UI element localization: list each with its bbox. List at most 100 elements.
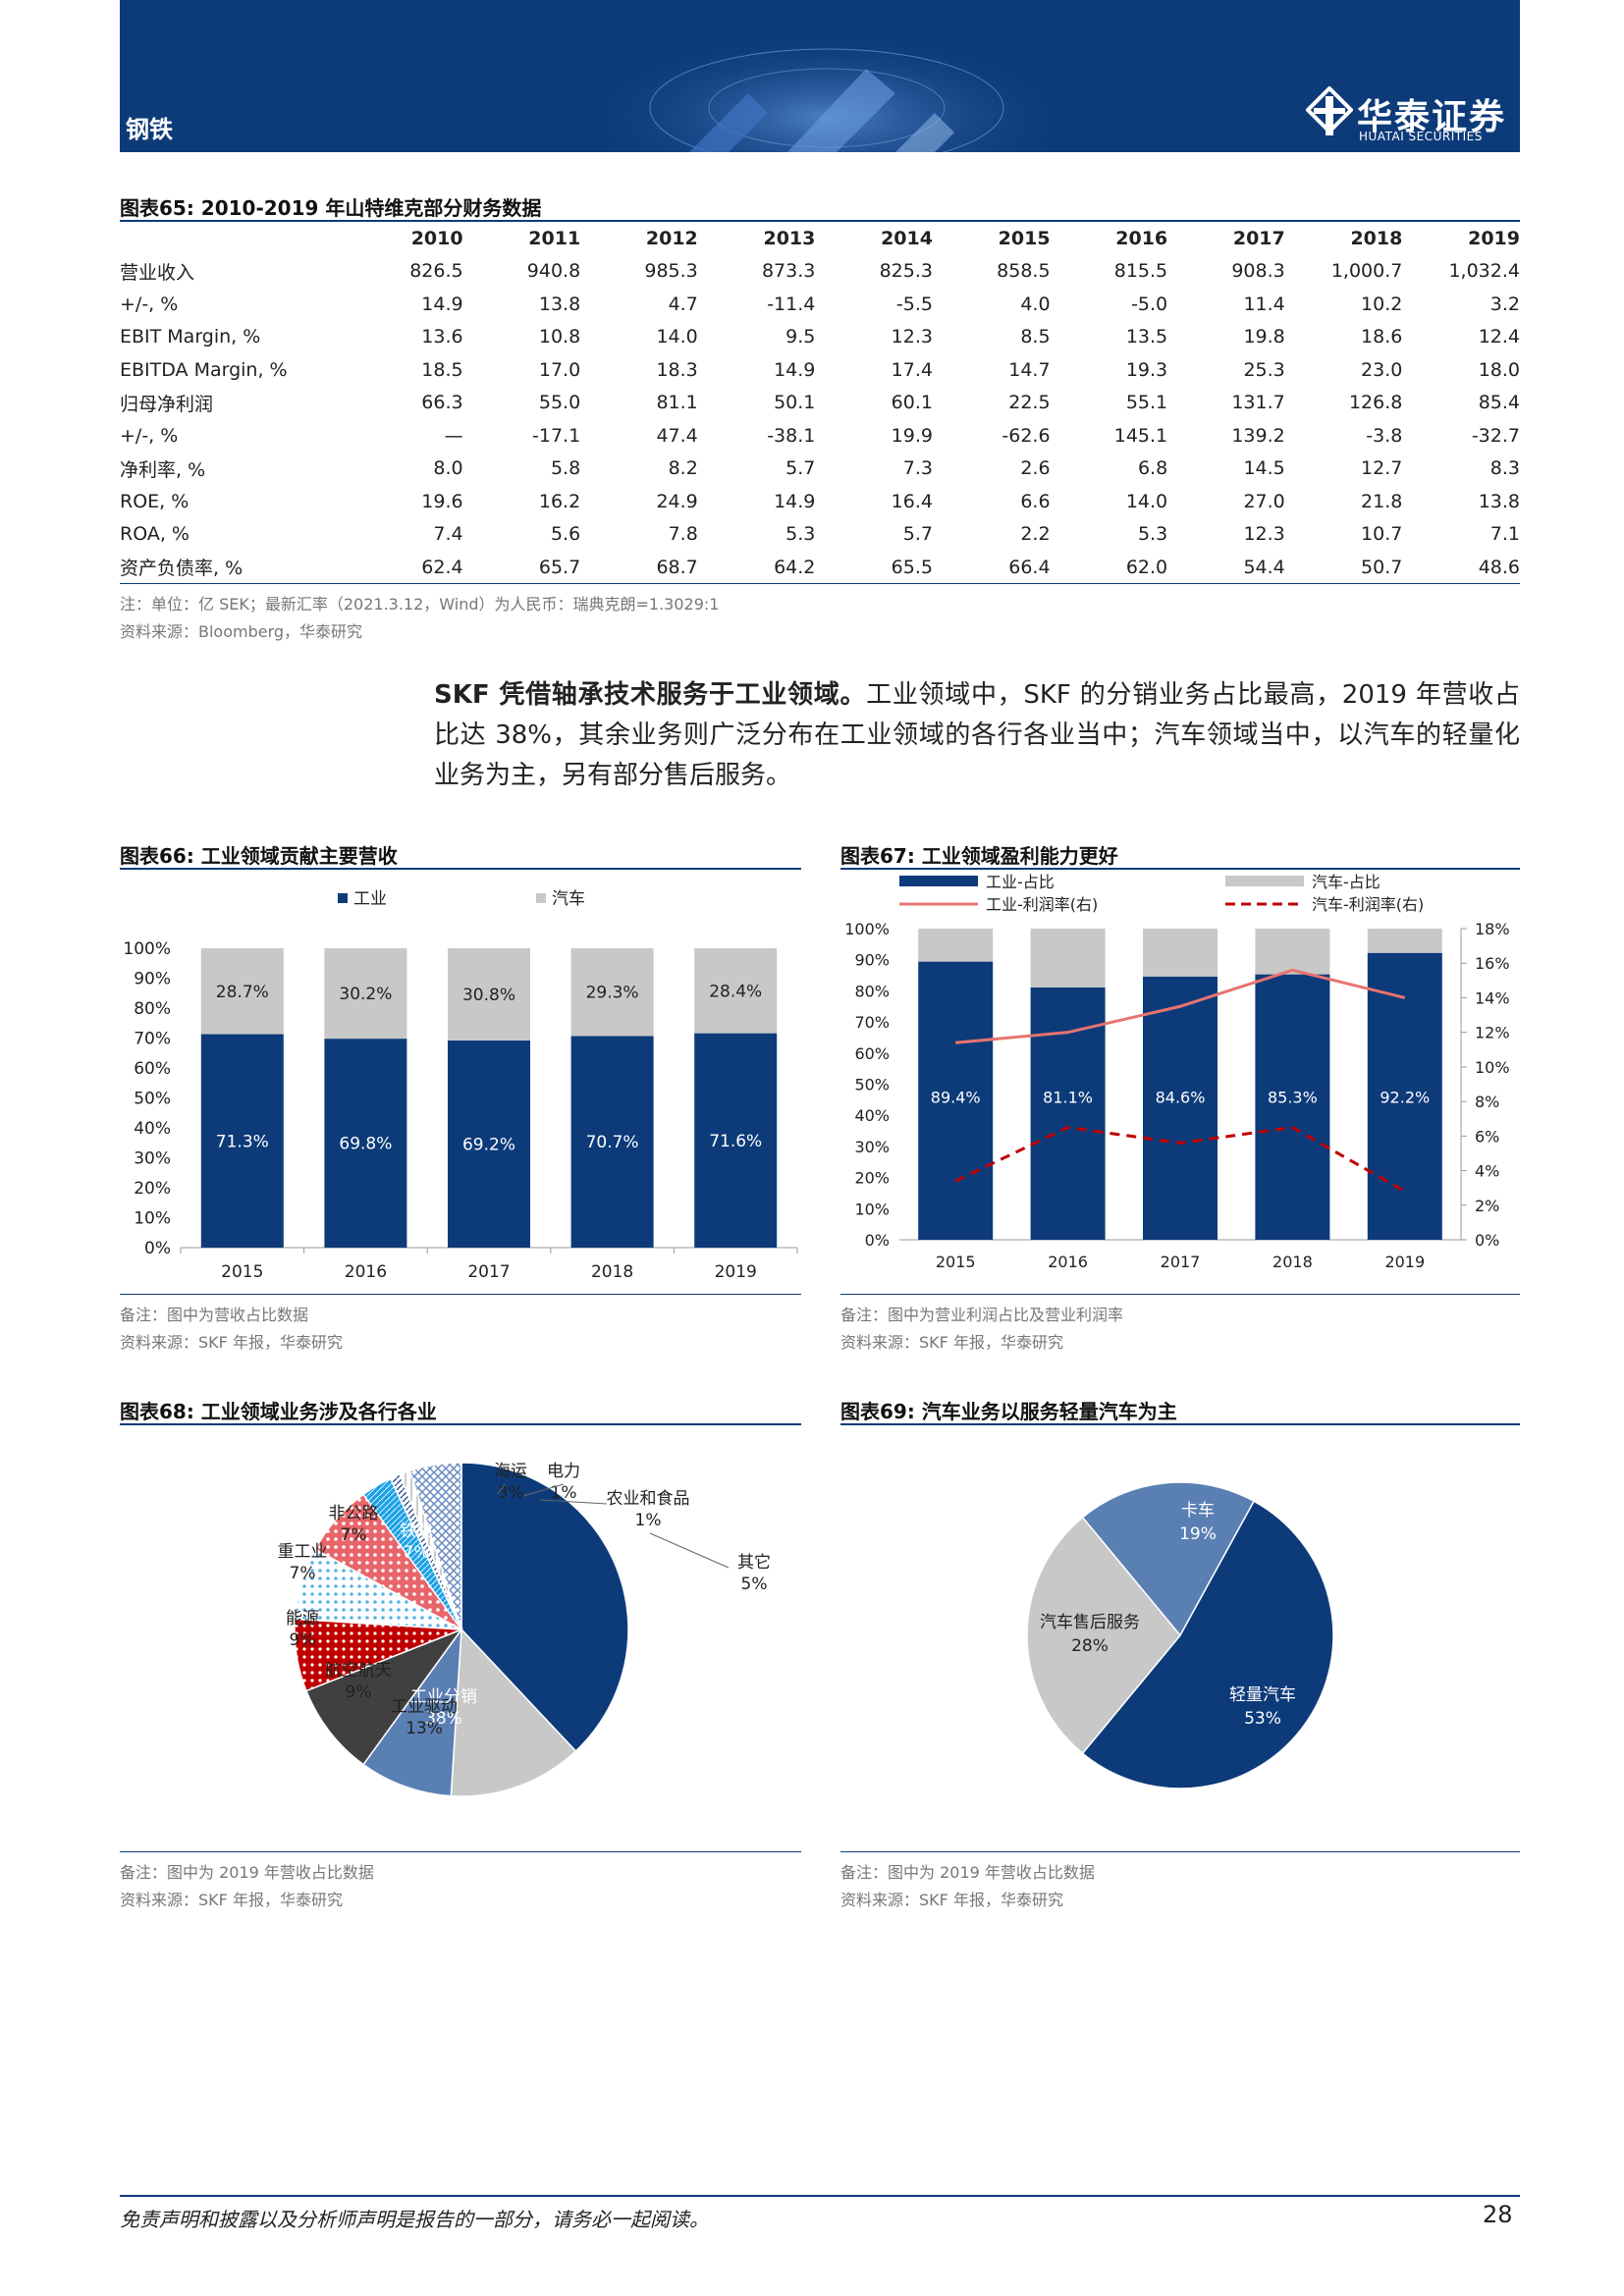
fig68-title: 图表68: 工业领域业务涉及各行各业 [120,1400,437,1423]
bar-auto-share [1255,929,1330,975]
table-cell: 50.7 [1361,556,1403,578]
fig68-note: 备注：图中为 2019 年营收占比数据 [120,1863,374,1882]
table-cell: 55.0 [538,392,581,414]
table-cell: 68.7 [656,556,698,578]
pie-label: 工业分销 [410,1687,477,1707]
data-label-auto: 30.2% [339,985,392,1004]
bar-industry-share [918,961,994,1240]
leader-line [522,1483,565,1497]
table-cell: 5.8 [550,457,581,480]
table-cell: 18.6 [1361,326,1403,348]
table-cell: 815.5 [1113,260,1168,283]
table-row-label: 净利率, % [120,458,206,481]
slice-aftermarket [1026,1516,1181,1755]
bar-industry-share [1255,974,1330,1240]
table-row: 归母净利润 66.3 55.0 81.1 50.1 60.1 22.5 55.1 131.7 12… [120,387,1520,420]
table-cell: 139.2 [1231,424,1285,447]
pie-label: 非公路 [329,1504,379,1523]
legend-label-auto-margin: 汽车-利润率(右) [1312,895,1424,914]
table-cell: 3.2 [1489,293,1520,315]
data-label-auto: 28.4% [709,982,762,1001]
pie-value-label: 3% [498,1483,524,1503]
page-number: 28 [1483,2201,1513,2228]
data-label-industry-share: 89.4% [931,1089,981,1107]
table-cell: 10.2 [1361,293,1403,315]
table-row: ROA, % 7.4 5.6 7.8 5.3 5.7 2.2 5.3 12.3 10.7 7.1 [120,518,1520,552]
table-cell: 66.3 [421,392,463,414]
table-cell: 19.9 [891,424,933,447]
table-cell: 18.3 [656,358,698,381]
legend-label-auto: 汽车 [552,889,585,909]
bar-industry [694,1033,778,1248]
pie-value-label: 7% [290,1564,316,1583]
footer-disclaimer: 免责声明和披露以及分析师声明是报告的一部分，请务必一起阅读。 [120,2208,709,2231]
fig69-title: 图表69: 汽车业务以服务轻量汽车为主 [840,1400,1177,1423]
fig69-pie-chart: 卡车 19% 轻量汽车 53% 汽车售后服务 28% [1026,1481,1334,1789]
y-tick-label: 90% [854,951,890,970]
table-cell: 5.3 [1137,523,1168,546]
bar-industry-share [1030,987,1106,1240]
table-cell: 5.7 [902,523,933,546]
y-tick-label: 70% [854,1013,890,1032]
table-cell: 54.4 [1243,556,1285,578]
x-tick-label: 2015 [936,1253,976,1271]
bar-auto [448,948,530,1041]
table-cell: 66.4 [1008,556,1051,578]
table-row-label: +/-, % [120,424,179,447]
body-paragraph: SKF 凭借轴承技术服务于工业领域。工业领域中，SKF 的分销业务占比最高，20… [434,675,1520,796]
bar-industry [448,1040,530,1248]
table-cell: -32.7 [1471,424,1520,447]
table-cell: 11.4 [1243,293,1285,315]
y-tick-label: 10% [854,1200,890,1218]
table-year-header: 2014 [881,227,933,249]
financial-data-table: 2010 2011 2012 2013 2014 2015 2016 2017 2018 2019… [120,222,1520,584]
table-cell: 10.7 [1361,523,1403,546]
bar-industry-share [1143,976,1218,1240]
legend-swatch-auto-share [1225,876,1304,886]
x-tick-label: 2018 [1272,1253,1313,1271]
fig69-bottom-rule [840,1851,1520,1852]
table-cell: 19.8 [1243,326,1285,348]
bar-auto [570,948,654,1037]
fig69-note: 备注：图中为 2019 年营收占比数据 [840,1863,1095,1882]
bar-industry [570,1036,654,1248]
legend-label-industry-margin: 工业-利润率(右) [986,895,1098,914]
y-tick-label: 30% [134,1149,171,1169]
table-cell: 4.0 [1020,293,1051,315]
table-cell: 27.0 [1243,490,1285,512]
y2-tick-label: 12% [1475,1024,1510,1042]
table-cell: 8.3 [1489,457,1520,480]
table-row-label: 营业收入 [120,261,195,284]
table-cell: 1,032.4 [1448,260,1520,283]
fig67-bottom-rule [840,1294,1520,1295]
table-cell: 18.0 [1478,358,1520,381]
table-cell: -5.5 [895,293,933,315]
legend-swatch-industry [338,893,348,903]
pie-value-label: 13% [406,1719,443,1738]
x-tick-label: 2018 [591,1262,633,1282]
table-cell: 14.9 [774,490,816,512]
table-cell: 24.9 [656,490,698,512]
y-tick-label: 100% [844,920,890,938]
bar-auto [324,948,407,1040]
table-cell: 825.3 [879,260,933,283]
report-header-banner [120,0,1520,152]
table-cell: -5.0 [1131,293,1168,315]
x-tick-label: 2017 [1161,1253,1201,1271]
table-cell: 81.1 [656,392,698,414]
paragraph-lead: SKF 凭借轴承技术服务于工业领域。 [434,680,867,710]
table-cell: 7.1 [1489,523,1520,546]
y2-tick-label: 8% [1475,1093,1499,1111]
table-cell: 8.2 [668,457,698,480]
table-cell: -11.4 [767,293,816,315]
pie-label: 工业驱动 [391,1697,458,1717]
table-cell: 14.5 [1243,457,1285,480]
table-cell: 131.7 [1231,392,1285,414]
y2-tick-label: 6% [1475,1127,1499,1146]
fig69-source: 资料来源：SKF 年报，华泰研究 [840,1891,1063,1909]
table-cell: 64.2 [774,556,816,578]
pie-value-label: 7% [341,1525,367,1545]
section-title: 钢铁 [126,116,173,143]
y-tick-label: 80% [854,982,890,1000]
fig66-stacked-bar-chart: 工业 汽车 0% 10% 20% 30% 40% 50% 60% 70% 80% 90% 100% 71.… [123,889,798,1282]
